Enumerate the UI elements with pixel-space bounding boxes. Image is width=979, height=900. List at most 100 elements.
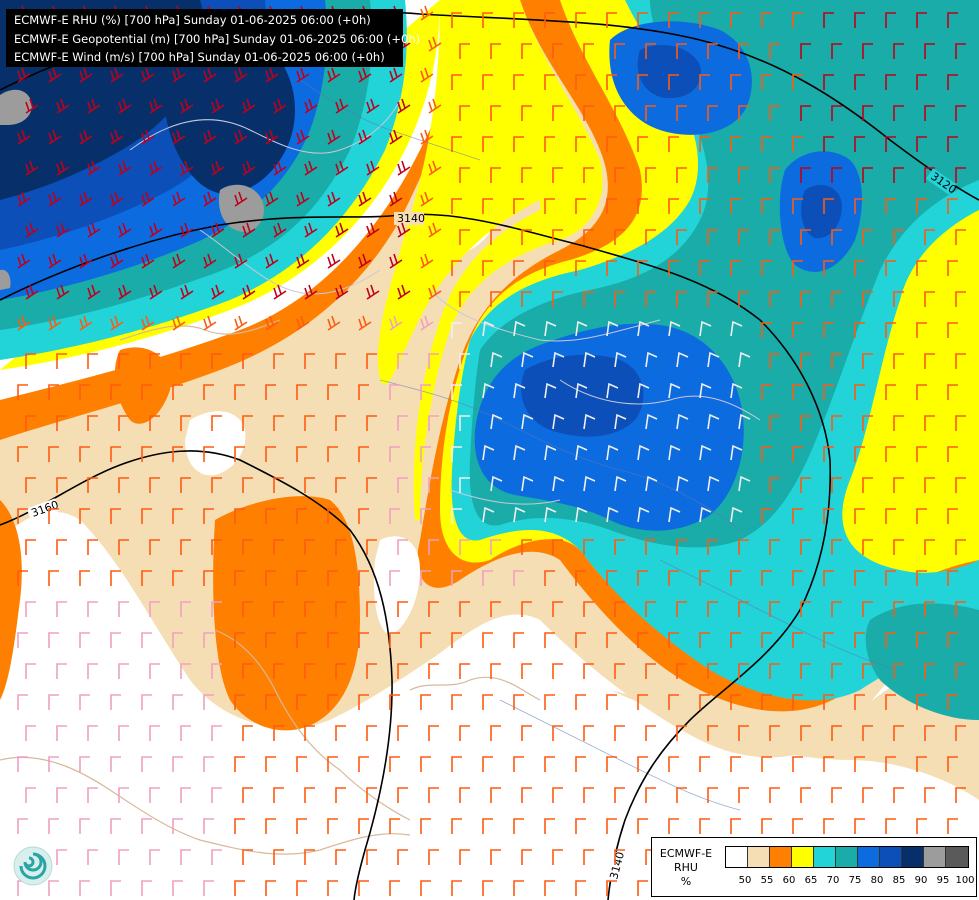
wind-barb-icon [792, 508, 803, 524]
wind-barb-icon [862, 43, 873, 59]
wind-barb-icon [885, 198, 896, 214]
wind-barb-icon [296, 756, 307, 772]
wind-barb-icon [699, 136, 710, 152]
wind-barb-icon [885, 12, 896, 28]
wind-barb-icon [265, 880, 276, 896]
wind-barb-icon [893, 415, 904, 431]
wind-barb-icon [358, 446, 369, 462]
wind-barb-icon [699, 382, 712, 399]
wind-barb-icon [335, 477, 346, 493]
wind-barb-icon [141, 253, 155, 269]
wind-barb-icon [273, 725, 284, 741]
wind-barb-icon [800, 167, 811, 183]
wind-barb-icon [699, 570, 710, 586]
wind-barb-icon [738, 725, 749, 741]
wind-barb-icon [459, 229, 470, 245]
wind-barb-icon [87, 539, 98, 555]
wind-barb-icon [606, 444, 619, 461]
wind-barb-icon [738, 167, 749, 183]
wind-barb-icon [242, 663, 253, 679]
wind-barb-icon [358, 67, 372, 83]
wind-barb-icon [668, 136, 679, 152]
wind-barb-icon [366, 601, 377, 617]
wind-barb-icon [769, 725, 780, 741]
wind-barb-icon [296, 694, 307, 710]
wind-barb-icon [327, 67, 341, 83]
wind-barb-icon [854, 632, 865, 648]
wind-barb-icon [48, 315, 62, 331]
wind-barb-icon [854, 12, 865, 28]
wind-barb-icon [397, 539, 408, 555]
wind-barb-icon [738, 351, 751, 368]
wind-barb-icon [738, 229, 749, 245]
wind-barb-icon [110, 446, 121, 462]
wind-barb-icon [327, 694, 338, 710]
legend-tick: 90 [914, 875, 928, 886]
wind-barb-icon [792, 260, 803, 276]
wind-barb-icon [482, 694, 493, 710]
wind-barb-icon [955, 229, 966, 245]
wind-barb-icon [242, 787, 253, 803]
wind-barb-icon [637, 136, 648, 152]
wind-barb-icon [366, 663, 377, 679]
wind-barb-icon [761, 818, 772, 834]
wind-barb-icon [862, 663, 873, 679]
wind-barb-icon [490, 167, 501, 183]
wind-barb-icon [296, 880, 307, 896]
wind-barb-icon [420, 508, 431, 524]
wind-barb-icon [707, 229, 718, 245]
wind-barb-icon [48, 67, 62, 83]
wind-barb-icon [637, 260, 648, 276]
wind-barb-icon [699, 756, 710, 772]
wind-barb-icon [180, 160, 194, 176]
legend-swatch [770, 847, 792, 867]
wind-barb-icon [327, 191, 341, 207]
wind-barb-icon [304, 539, 315, 555]
wind-barb-icon [25, 663, 36, 679]
wind-barb-icon [823, 260, 834, 276]
wind-barb-icon [885, 74, 896, 90]
wind-barb-icon [645, 475, 658, 492]
wind-barb-icon [420, 315, 434, 331]
legend-model: ECMWF-E [659, 847, 713, 860]
wind-barb-icon [203, 191, 217, 207]
wind-barb-icon [203, 67, 217, 83]
wind-barb-icon [265, 632, 276, 648]
wind-barb-icon [48, 384, 59, 400]
wind-barb-icon [583, 229, 594, 245]
wind-barb-icon [490, 663, 501, 679]
wind-barb-icon [149, 601, 160, 617]
wind-barb-icon [118, 353, 129, 369]
wind-barb-icon [459, 601, 470, 617]
wind-barb-icon [862, 291, 873, 307]
wind-barb-icon [48, 756, 59, 772]
wind-barb-icon [792, 198, 803, 214]
wind-barb-icon [234, 191, 248, 207]
wind-barb-icon [575, 136, 586, 152]
legend-tick: 75 [848, 875, 862, 886]
wind-barb-icon [955, 539, 966, 555]
wind-barb-icon [823, 570, 834, 586]
legend-swatch [814, 847, 836, 867]
wind-barb-icon [645, 291, 656, 307]
wind-barb-icon [118, 601, 129, 617]
wind-barb-icon [48, 508, 59, 524]
wind-barb-icon [955, 291, 966, 307]
wind-barb-icon [854, 322, 865, 338]
wind-barb-icon [521, 43, 532, 59]
wind-barb-icon [862, 229, 873, 245]
wind-barb-icon [490, 43, 501, 59]
wind-barb-icon [893, 229, 904, 245]
wind-barb-icon [327, 315, 341, 331]
wind-barb-icon [769, 539, 780, 555]
contour-label-3140: 3140 [397, 212, 425, 225]
wind-barb-icon [87, 787, 98, 803]
wind-barb-icon [637, 756, 648, 772]
wind-barb-icon [428, 725, 439, 741]
wind-barb-icon [304, 415, 315, 431]
wind-barb-icon [242, 353, 253, 369]
legend-tick: 50 [738, 875, 752, 886]
wind-barb-icon [87, 284, 101, 300]
wind-barb-icon [110, 191, 124, 207]
